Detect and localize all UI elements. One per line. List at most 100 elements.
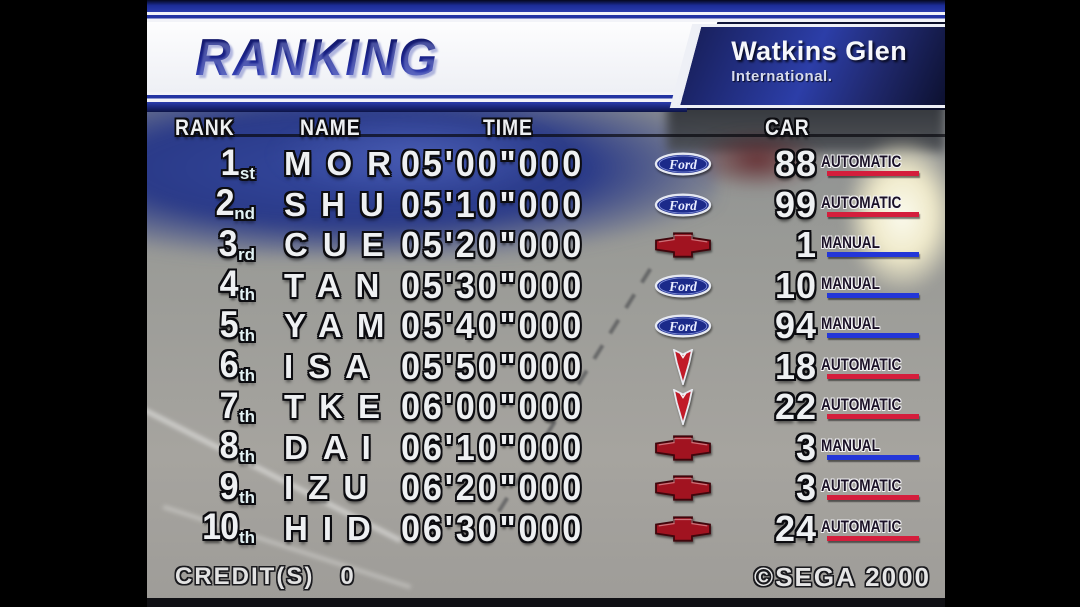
transmission-underline xyxy=(827,252,919,257)
copyright-text: ©SEGA 2000 xyxy=(754,562,931,592)
car-number: 18 xyxy=(774,345,817,387)
transmission-label: AUTOMATIC xyxy=(821,152,902,171)
rank-cell: 3 rd xyxy=(155,225,255,266)
transmission-label: MANUAL xyxy=(821,233,880,252)
table-row: 7 th TKE 06'00"000 22 AUTOMATIC xyxy=(147,386,945,428)
manufacturer-logo-cell xyxy=(647,468,719,509)
column-header-rank: RANK xyxy=(175,115,235,140)
rank-number: 3 xyxy=(218,222,238,264)
transmission-cell: AUTOMATIC xyxy=(821,509,931,550)
rank-number: 9 xyxy=(219,465,239,507)
rank-cell: 7 th xyxy=(155,387,255,428)
car-number: 3 xyxy=(795,467,817,508)
player-name: DAI xyxy=(284,428,386,466)
rank-cell: 4 th xyxy=(155,263,255,307)
ford-oval-logo-icon xyxy=(652,146,714,182)
table-row: 10 th HID 06'30"000 24 AUTOMATIC xyxy=(147,506,945,550)
transmission-cell: MANUAL xyxy=(821,266,931,307)
rank-ordinal: th xyxy=(238,447,255,466)
manufacturer-logo-cell xyxy=(647,225,719,266)
chevrolet-bowtie-logo-icon xyxy=(652,430,714,466)
rank-ordinal: th xyxy=(238,366,255,385)
rank-number: 4 xyxy=(219,263,239,304)
transmission-label: AUTOMATIC xyxy=(821,395,902,414)
transmission-cell: AUTOMATIC xyxy=(821,347,931,388)
page-title: RANKING xyxy=(195,29,439,87)
rank-number: 6 xyxy=(219,344,239,385)
manufacturer-logo-cell xyxy=(647,144,719,185)
car-number: 99 xyxy=(774,183,817,225)
rank-ordinal: th xyxy=(238,528,255,547)
player-name: ISA xyxy=(284,347,385,385)
transmission-cell: AUTOMATIC xyxy=(821,468,931,509)
lap-time: 05'30"000 xyxy=(401,264,585,306)
car-number: 94 xyxy=(774,305,817,346)
lap-time: 05'40"000 xyxy=(401,305,585,346)
credits-line: CREDIT(S) 0 xyxy=(175,563,356,591)
transmission-cell: MANUAL xyxy=(821,225,931,266)
table-row: 6 th ISA 05'50"000 18 AUTOMATIC xyxy=(147,344,945,388)
player-name: HID xyxy=(284,509,386,547)
track-subtitle: International. xyxy=(731,68,833,85)
rank-cell: 8 th xyxy=(155,425,255,469)
transmission-cell: MANUAL xyxy=(821,428,931,469)
player-name: TAN xyxy=(284,266,395,304)
rank-cell: 9 th xyxy=(155,468,255,509)
lap-time: 06'10"000 xyxy=(401,426,585,468)
column-header-name: NAME xyxy=(300,115,361,140)
car-number: 24 xyxy=(774,507,817,549)
rank-ordinal: rd xyxy=(238,244,255,264)
rank-number: 10 xyxy=(201,506,239,547)
table-row: 3 rd CUE 05'20"000 1 MANUAL xyxy=(147,224,945,266)
lap-time: 05'00"000 xyxy=(401,143,585,184)
game-screen: RANKING Watkins Glen International. RANK… xyxy=(147,0,945,607)
table-row: 1 st MOR 05'00"000 88 AUTOMATIC xyxy=(147,141,945,185)
lap-time: 05'20"000 xyxy=(401,224,585,265)
transmission-underline xyxy=(827,211,919,217)
rank-cell: 2 nd xyxy=(155,184,255,226)
rank-ordinal: th xyxy=(238,487,255,507)
rank-number: 5 xyxy=(219,303,239,345)
chevrolet-bowtie-logo-icon xyxy=(652,227,714,263)
manufacturer-logo-cell xyxy=(647,428,719,469)
rank-cell: 10 th xyxy=(155,506,255,550)
lap-time: 05'10"000 xyxy=(401,183,585,225)
transmission-cell: AUTOMATIC xyxy=(821,185,931,226)
lap-time: 06'30"000 xyxy=(401,507,585,549)
column-header-car: CAR xyxy=(765,115,810,140)
banner-bottom-stripes xyxy=(147,92,692,102)
player-name: TKE xyxy=(284,388,395,425)
table-row: 2 nd SHU 05'10"000 99 AUTOMATIC xyxy=(147,183,945,226)
column-header-time: TIME xyxy=(483,115,533,140)
banner-bottom-bar xyxy=(147,102,687,112)
manufacturer-logo-cell xyxy=(647,387,719,428)
rank-cell: 5 th xyxy=(155,306,255,347)
car-number: 3 xyxy=(795,426,817,468)
car-number: 1 xyxy=(795,224,817,265)
transmission-label: MANUAL xyxy=(821,273,880,293)
transmission-label: AUTOMATIC xyxy=(821,476,902,495)
transmission-underline xyxy=(827,373,919,379)
rank-ordinal: th xyxy=(238,406,255,426)
ford-oval-logo-icon xyxy=(652,268,714,304)
transmission-underline xyxy=(827,535,919,541)
rank-cell: 6 th xyxy=(155,344,255,388)
manufacturer-logo-cell xyxy=(647,509,719,550)
manufacturer-logo-cell xyxy=(647,347,719,388)
transmission-label: AUTOMATIC xyxy=(821,354,902,374)
car-number: 10 xyxy=(774,264,817,306)
track-name: Watkins Glen xyxy=(731,36,908,66)
rank-number: 1 xyxy=(220,141,240,183)
rank-number: 8 xyxy=(219,425,239,466)
pontiac-arrowhead-logo-icon xyxy=(652,349,714,385)
rank-ordinal: th xyxy=(238,325,255,345)
ford-oval-logo-icon xyxy=(652,308,714,344)
ranking-rows: 1 st MOR 05'00"000 88 AUTOMATIC 2 nd SHU… xyxy=(147,141,945,550)
player-name: CUE xyxy=(284,226,399,263)
player-name: IZU xyxy=(284,469,383,506)
transmission-underline xyxy=(827,171,919,176)
player-name: MOR xyxy=(284,145,406,182)
table-row: 9 th IZU 06'20"000 3 AUTOMATIC xyxy=(147,467,945,509)
lap-time: 05'50"000 xyxy=(401,345,585,387)
car-number: 88 xyxy=(774,143,817,184)
